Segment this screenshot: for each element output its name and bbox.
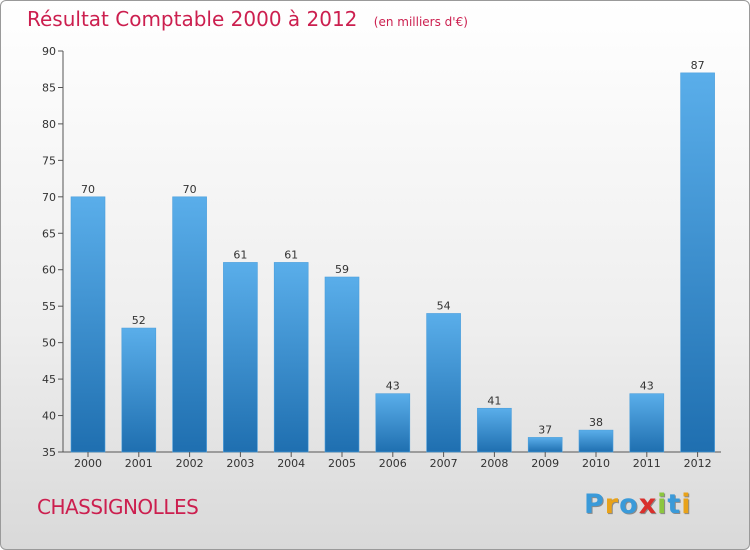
chart-bars <box>70 72 715 453</box>
bar <box>223 262 258 453</box>
proxiti-logo: Proxiti <box>584 489 692 520</box>
logo-letter: o <box>619 489 639 520</box>
bar <box>375 393 411 453</box>
y-tick-label: 50 <box>42 337 56 350</box>
logo-letter: r <box>604 489 620 520</box>
x-tick-labels: 2000 2001 2002 2003 2004 2005 2006 2007 2008 2009… <box>74 452 712 470</box>
y-tick-label: 65 <box>42 227 56 240</box>
logo-letter: P <box>584 489 605 520</box>
x-tick-label: 2007 <box>430 457 458 470</box>
y-tick-label: 55 <box>42 300 56 313</box>
bar <box>426 313 461 453</box>
y-tick-label: 75 <box>42 154 56 167</box>
y-tick-label: 35 <box>42 446 56 459</box>
bar <box>629 393 665 453</box>
x-tick-label: 2009 <box>531 457 559 470</box>
title-text: Résultat Comptable 2000 à 2012 <box>27 7 358 31</box>
x-tick-label: 2006 <box>379 457 407 470</box>
bar-value-label: 43 <box>386 380 400 393</box>
bar-value-label: 59 <box>335 263 349 276</box>
y-tick-label: 45 <box>42 373 56 386</box>
bar <box>273 262 309 453</box>
y-tick-label: 40 <box>42 410 56 423</box>
bar-value-label: 61 <box>233 248 247 261</box>
chart-axes: 35 40 45 50 55 60 65 70 75 80 85 90 <box>42 45 721 459</box>
bar <box>121 327 157 453</box>
bar-value-label: 43 <box>640 380 654 393</box>
bar <box>578 429 614 453</box>
x-tick-label: 2002 <box>176 457 204 470</box>
bar-value-label: 54 <box>437 299 451 312</box>
x-tick-label: 2008 <box>480 457 508 470</box>
y-tick-label: 85 <box>42 81 56 94</box>
bar-value-label: 70 <box>81 183 95 196</box>
logo-letter: i <box>681 489 692 520</box>
bar-value-label: 41 <box>487 394 501 407</box>
data-labels: 70 52 70 61 61 59 43 54 41 37 38 43 87 <box>81 59 705 437</box>
logo-letter: t <box>667 489 682 520</box>
bar-value-label: 87 <box>691 59 705 72</box>
logo-letter: x <box>638 489 658 520</box>
y-tick-label: 90 <box>42 45 56 58</box>
x-tick-label: 2004 <box>277 457 305 470</box>
x-tick-label: 2000 <box>74 457 102 470</box>
bar <box>477 407 512 453</box>
commune-name: CHASSIGNOLLES <box>37 495 199 519</box>
x-tick-label: 2012 <box>684 457 712 470</box>
bar-value-label: 70 <box>183 183 197 196</box>
bar-value-label: 61 <box>284 248 298 261</box>
bar-value-label: 37 <box>538 423 552 436</box>
bar <box>324 276 360 453</box>
y-tick-label: 80 <box>42 118 56 131</box>
bar <box>527 437 563 453</box>
chart-title: Résultat Comptable 2000 à 2012 (en milli… <box>27 7 468 31</box>
x-tick-label: 2011 <box>633 457 661 470</box>
bar-value-label: 52 <box>132 314 146 327</box>
x-tick-label: 2001 <box>125 457 153 470</box>
y-tick-label: 70 <box>42 191 56 204</box>
y-tick-label: 60 <box>42 264 56 277</box>
logo-letter: i <box>657 489 668 520</box>
x-tick-label: 2005 <box>328 457 356 470</box>
bar <box>70 196 106 453</box>
x-tick-label: 2003 <box>226 457 254 470</box>
chart-subtitle: (en milliers d'€) <box>373 15 468 29</box>
bar <box>172 196 207 453</box>
bar <box>680 72 715 453</box>
bar-value-label: 38 <box>589 416 603 429</box>
x-tick-label: 2010 <box>582 457 610 470</box>
